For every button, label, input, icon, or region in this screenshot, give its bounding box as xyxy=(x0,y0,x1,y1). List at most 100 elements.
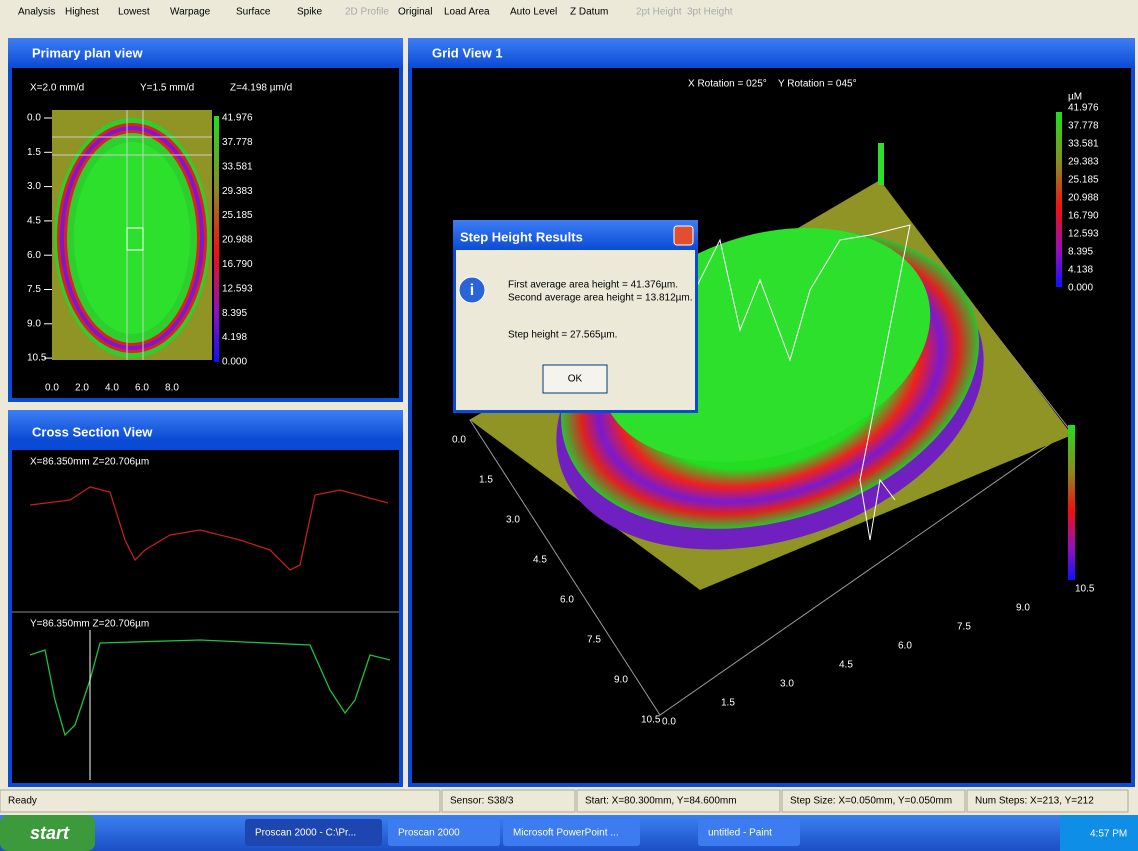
menu-item[interactable]: Load Area xyxy=(444,7,490,18)
axis-label: 6.0 xyxy=(898,641,912,652)
title-bar xyxy=(408,38,1135,68)
cross-label: X=86.350mm Z=20.706µm xyxy=(30,457,149,468)
menu-item[interactable]: Surface xyxy=(236,7,271,18)
menu-item[interactable]: 2pt Height xyxy=(636,7,682,18)
selection-box xyxy=(126,227,144,251)
colorbar-label: 16.790 xyxy=(1068,211,1099,222)
menu-item[interactable]: Original xyxy=(398,7,432,18)
colorbar-label: 29.383 xyxy=(1068,157,1099,168)
ok-button[interactable] xyxy=(542,364,608,394)
menu-item[interactable]: Z Datum xyxy=(570,7,608,18)
status-cell xyxy=(781,789,966,813)
task-label[interactable]: Proscan 2000 - C:\Pr... xyxy=(255,828,356,839)
x-tick-label: 8.0 xyxy=(165,383,179,394)
menu-item[interactable]: Auto Level xyxy=(510,7,557,18)
rotation: Y Rotation = 045° xyxy=(778,79,857,90)
window-title: Cross Section View xyxy=(32,424,153,439)
task-label[interactable]: Proscan 2000 xyxy=(398,828,460,839)
dialog-line: Step height = 27.565µm. xyxy=(508,330,617,341)
profile-y xyxy=(29,639,391,737)
profile-trace xyxy=(689,224,911,541)
task-button[interactable] xyxy=(503,819,640,846)
colorbar-label: 41.976 xyxy=(1068,103,1099,114)
grid-labels: X Rotation = 025° Y Rotation = 045° µM41.9… xyxy=(452,79,1099,728)
axis-label: 9.0 xyxy=(614,675,628,686)
header: Z=4.198 µm/d xyxy=(230,83,292,94)
status-text: Ready xyxy=(8,796,37,807)
y-tick-label: 4.5 xyxy=(27,216,41,227)
status-cell xyxy=(441,789,576,813)
ok-label[interactable]: OK xyxy=(568,374,583,385)
rotation: X Rotation = 025° xyxy=(688,79,767,90)
info-glyph: i xyxy=(470,282,474,299)
task-button[interactable] xyxy=(245,819,382,846)
axis-label: 1.5 xyxy=(721,698,735,709)
axis-label: 4.5 xyxy=(533,555,547,566)
x-tick-label: 0.0 xyxy=(45,383,59,394)
y-tick-label: 1.5 xyxy=(27,147,41,158)
dialog-lines: First average area height = 41.376µm. Sec… xyxy=(508,280,693,341)
tray xyxy=(1060,815,1138,851)
axis-label: 3.0 xyxy=(780,679,794,690)
status-cell xyxy=(0,789,441,813)
axis-label: 6.0 xyxy=(560,595,574,606)
start-label[interactable]: start xyxy=(30,823,70,843)
axis-label: 0.0 xyxy=(662,717,676,728)
close-button[interactable] xyxy=(673,225,694,246)
task-button[interactable] xyxy=(698,819,800,846)
colorbar-label: 12.593 xyxy=(222,283,253,294)
profile-x xyxy=(29,486,389,571)
axis-label: 7.5 xyxy=(957,622,971,633)
axis-label: 9.0 xyxy=(1016,603,1030,614)
start-button[interactable] xyxy=(0,815,95,851)
task-label[interactable]: Microsoft PowerPoint ... xyxy=(513,828,619,839)
colorbar-label: 20.988 xyxy=(222,235,253,246)
cross-canvas xyxy=(12,450,399,783)
status-text: Step Size: X=0.050mm, Y=0.050mm xyxy=(790,796,952,807)
colorbar-label: 8.395 xyxy=(1068,247,1093,258)
y-tick-label: 3.0 xyxy=(27,181,41,192)
menu-item[interactable]: Highest xyxy=(65,7,99,18)
axis-label: 3.0 xyxy=(506,515,520,526)
y-tick-label: 10.5 xyxy=(27,353,47,364)
menu-item[interactable]: Warpage xyxy=(170,7,211,18)
x-tick-label: 4.0 xyxy=(105,383,119,394)
plan-ring-core xyxy=(60,126,204,350)
axis-label: 4.5 xyxy=(839,660,853,671)
colorbar-label: 12.593 xyxy=(1068,229,1099,240)
colorbar-label: 20.988 xyxy=(1068,193,1099,204)
colorbar-label: 37.778 xyxy=(222,137,253,148)
task-button[interactable] xyxy=(388,819,500,846)
axis-label: 10.5 xyxy=(641,715,661,726)
status-cell xyxy=(576,789,781,813)
plan-labels: X=2.0 mm/d Y=1.5 mm/d Z=4.198 µm/d 0.0 1.5 3.… xyxy=(27,83,292,394)
clock: 4:57 PM xyxy=(1090,829,1127,840)
plan-center xyxy=(74,142,190,334)
menu-item[interactable]: Spike xyxy=(297,7,322,18)
status-text: Start: X=80.300mm, Y=84.600mm xyxy=(585,796,737,807)
colorbar-label: 41.976 xyxy=(222,113,253,124)
header: X=2.0 mm/d xyxy=(30,83,84,94)
menu-item[interactable]: Analysis xyxy=(18,7,55,18)
y-tick-label: 9.0 xyxy=(27,318,41,329)
colorbar-label: 33.581 xyxy=(1068,139,1099,150)
status-bar: Ready Sensor: S38/3 Start: X=80.300mm, Y=8… xyxy=(0,789,1129,813)
window-title: Primary plan view xyxy=(32,45,143,60)
info-icon xyxy=(458,276,486,304)
colorbar-label: 25.185 xyxy=(1068,175,1099,186)
menu-item[interactable]: 3pt Height xyxy=(687,7,733,18)
axis-label: 1.5 xyxy=(479,475,493,486)
colorbar-label: 0.000 xyxy=(1068,283,1093,294)
status-text: Sensor: S38/3 xyxy=(450,796,514,807)
side-bar xyxy=(1068,425,1075,580)
menu-item[interactable]: Lowest xyxy=(118,7,150,18)
colorbar-label: 25.185 xyxy=(222,210,253,221)
dialog-title-bar xyxy=(453,220,698,250)
menu-item[interactable]: 2D Profile xyxy=(345,7,389,18)
dialog-line: Second average area height = 13.812µm. xyxy=(508,293,693,304)
status-text: Num Steps: X=213, Y=212 xyxy=(975,796,1094,807)
y-tick-label: 0.0 xyxy=(27,113,41,124)
axis-label: 7.5 xyxy=(587,635,601,646)
task-label[interactable]: untitled - Paint xyxy=(708,828,772,839)
